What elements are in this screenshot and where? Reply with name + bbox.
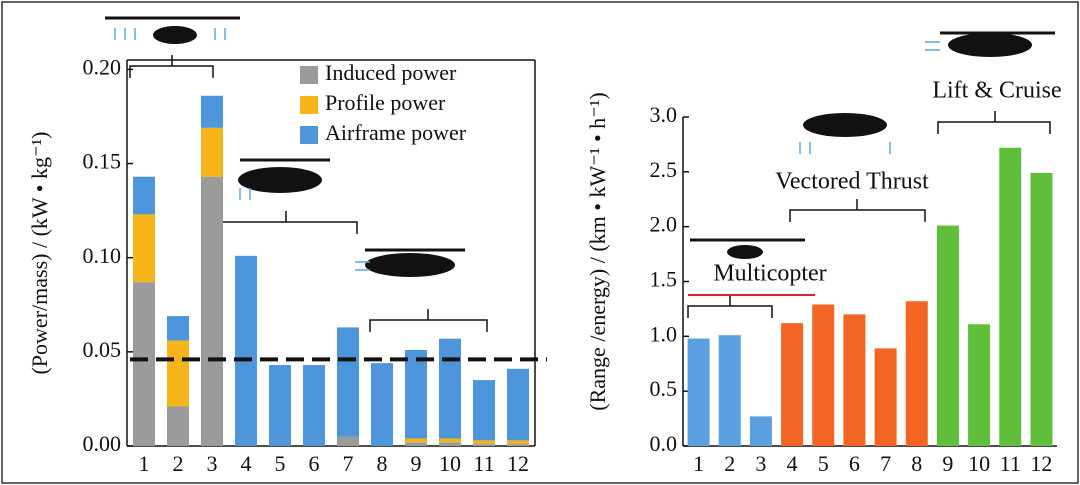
bar [687,338,710,446]
x-tick-label: 12 [1030,451,1052,476]
y-tick-label: 3.0 [650,102,678,127]
x-tick-label: 4 [787,451,798,476]
bar [718,335,741,446]
x-tick-label: 1 [693,451,704,476]
bar [843,314,866,446]
bar-segment [201,95,223,128]
y-tick-label: 0.0 [650,431,678,456]
x-tick-label: 3 [755,451,766,476]
bar [812,304,835,446]
y-tick-label: 0.20 [83,54,122,79]
bar-segment [337,327,359,437]
bar-segment [473,440,495,445]
bar [874,348,897,446]
x-tick-label: 12 [507,451,529,476]
multicopter-icon [105,16,240,44]
bar-segment [507,444,529,446]
bar-segment [167,340,189,407]
legend-swatch [300,126,318,144]
bar [749,416,772,446]
y-tick-label: 2.0 [650,212,678,237]
bracket [789,199,926,222]
bar-segment [201,176,223,447]
x-tick-label: 9 [411,451,422,476]
bar-segment [473,444,495,446]
bracket [369,309,488,332]
bar-segment [303,365,325,446]
bar [1030,172,1053,446]
bar-segment [507,368,529,441]
bracket [687,295,773,318]
x-tick-label: 1 [139,451,150,476]
bracket [937,111,1051,134]
bar-segment [337,436,359,446]
x-tick-label: 10 [439,451,461,476]
x-tick-label: 7 [880,451,891,476]
x-tick-label: 6 [309,451,320,476]
lift-cruise-icon-right [925,31,1055,57]
x-tick-label: 3 [207,451,218,476]
y-tick-label: 0.5 [650,376,678,401]
bar-segment [167,316,189,341]
lift-cruise-icon [355,248,465,277]
x-tick-label: 5 [818,451,829,476]
bar-segment [473,380,495,441]
y-axis-label: (Range /energy) / (km • kW⁻¹ • h⁻¹) [585,92,610,410]
y-tick-label: 1.5 [650,267,678,292]
x-tick-label: 6 [849,451,860,476]
x-tick-label: 11 [1000,451,1021,476]
bar-segment [507,440,529,445]
x-tick-label: 11 [473,451,494,476]
legend-swatch [300,66,318,84]
bar-segment [405,349,427,439]
x-tick-label: 10 [968,451,990,476]
x-tick-label: 8 [377,451,388,476]
vectored-icon-right [799,113,891,154]
vectored-icon [238,158,330,200]
y-tick-label: 0.00 [83,431,122,456]
bar [968,324,991,446]
bar-segment [201,127,223,177]
bar-segment [371,363,393,446]
y-tick-label: 2.5 [650,157,678,182]
x-tick-label: 8 [911,451,922,476]
x-tick-label: 4 [241,451,252,476]
x-tick-label: 5 [275,451,286,476]
y-axis-label: (Power/mass) / (kW • kg⁻¹) [27,131,52,374]
bar-segment [405,438,427,443]
legend-swatch [300,96,318,114]
bar [936,225,959,446]
x-tick-label: 9 [942,451,953,476]
bar-segment [439,438,461,443]
annotation: Multicopter [713,261,826,287]
x-tick-label: 2 [173,451,184,476]
bar-segment [133,282,155,446]
y-tick-label: 0.15 [83,149,122,174]
annotation: Vectored Thrust [775,169,929,195]
bar-segment [235,255,257,446]
y-tick-label: 0.10 [83,243,122,268]
bar-segment [133,176,155,215]
bar-segment [133,214,155,283]
x-tick-label: 2 [724,451,735,476]
multicopter-icon-right [690,238,805,259]
bar-segment [439,442,461,446]
bar-segment [167,406,189,446]
bar [999,147,1022,446]
bar-segment [405,442,427,446]
bar-segment [269,365,291,446]
legend-label: Profile power [325,90,446,115]
annotation: Lift & Cruise [932,78,1061,104]
legend-label: Airframe power [325,120,467,145]
bar-segment [439,338,461,439]
legend-label: Induced power [325,60,457,85]
x-tick-label: 7 [343,451,354,476]
bar [905,301,928,446]
bar [781,323,804,446]
y-tick-label: 0.05 [83,337,122,362]
y-tick-label: 1.0 [650,321,678,346]
